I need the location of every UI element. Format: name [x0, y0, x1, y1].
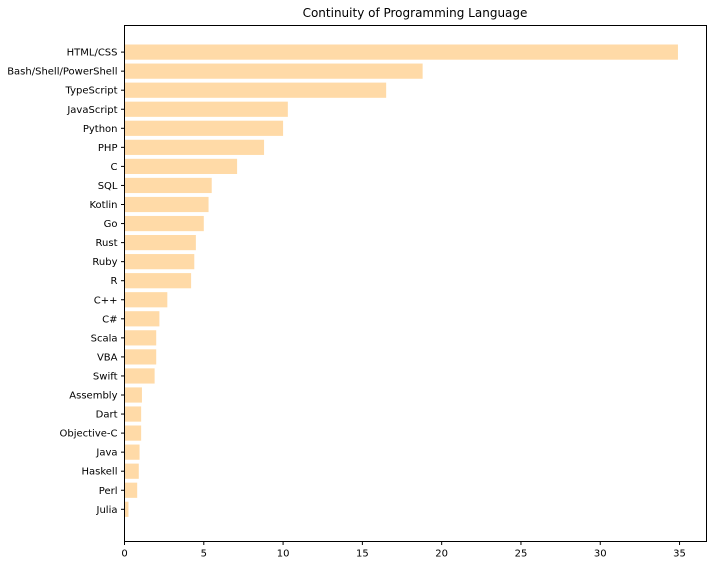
- bar-go: [124, 215, 204, 232]
- bar-sql: [124, 177, 212, 194]
- y-tick-label: Dart: [96, 410, 118, 421]
- y-tick-label: Scala: [91, 333, 118, 344]
- bar-perl: [124, 482, 138, 498]
- bar-haskell: [124, 463, 139, 479]
- x-tick-label: 35: [673, 549, 686, 560]
- x-tick-label: 25: [515, 549, 528, 560]
- bar-bash-shell-powershell: [124, 63, 423, 79]
- x-axis-ticks: 0 5 10 15 20 25 30 35: [121, 541, 686, 560]
- bar-r: [124, 273, 192, 289]
- bar-javascript: [124, 101, 288, 117]
- bar-julia: [124, 501, 129, 517]
- y-tick-label: Rust: [96, 238, 118, 249]
- plot-frame: [124, 25, 707, 542]
- y-tick-label: Julia: [96, 505, 118, 516]
- y-tick-label: VBA: [97, 352, 118, 363]
- y-tick-label: Assembly: [69, 391, 117, 402]
- bar-typescript: [124, 82, 387, 98]
- chart-title: Continuity of Programming Language: [303, 6, 528, 20]
- x-tick-label: 30: [594, 549, 607, 560]
- bar-php: [124, 139, 265, 155]
- x-tick-label: 15: [356, 549, 369, 560]
- y-tick-label: JavaScript: [66, 105, 117, 116]
- bar-c-: [124, 311, 160, 327]
- y-tick-label: Go: [104, 219, 118, 230]
- x-tick-label: 20: [435, 549, 448, 560]
- y-tick-label: Python: [83, 124, 118, 135]
- bar-c: [124, 158, 238, 174]
- y-axis-ticks: HTML/CSS Bash/Shell/PowerShell TypeScript J…: [7, 48, 125, 516]
- bar-swift: [124, 368, 155, 384]
- y-tick-label: C: [111, 162, 118, 173]
- x-tick-label: 10: [277, 549, 290, 560]
- y-tick-label: C#: [102, 314, 117, 325]
- bar-html-css: [124, 44, 678, 60]
- bar-java: [124, 444, 140, 460]
- x-tick-label: 5: [201, 549, 207, 560]
- y-tick-label: Swift: [93, 371, 118, 382]
- y-tick-label: SQL: [98, 181, 118, 192]
- y-tick-label: Kotlin: [90, 200, 118, 211]
- bar-vba: [124, 349, 157, 365]
- y-tick-label: Java: [95, 448, 117, 459]
- bar-scala: [124, 330, 157, 346]
- bars-group: [124, 44, 678, 517]
- y-tick-label: Bash/Shell/PowerShell: [7, 67, 117, 78]
- bar-c-: [124, 292, 168, 308]
- bar-kotlin: [124, 196, 209, 213]
- bar-assembly: [124, 387, 142, 403]
- y-tick-label: C++: [94, 295, 118, 306]
- bar-rust: [124, 235, 196, 251]
- bar-dart: [124, 406, 142, 422]
- y-tick-label: Perl: [99, 486, 118, 497]
- y-tick-label: Ruby: [92, 257, 117, 268]
- y-tick-label: Haskell: [81, 467, 117, 478]
- y-tick-label: PHP: [98, 143, 118, 154]
- x-tick-label: 0: [121, 549, 127, 560]
- y-tick-label: HTML/CSS: [67, 48, 118, 59]
- bar-python: [124, 120, 284, 136]
- y-tick-label: TypeScript: [65, 86, 118, 97]
- y-tick-label: R: [111, 276, 118, 287]
- y-tick-label: Objective-C: [59, 429, 117, 440]
- bar-objective-c: [124, 425, 142, 441]
- bar-ruby: [124, 254, 195, 270]
